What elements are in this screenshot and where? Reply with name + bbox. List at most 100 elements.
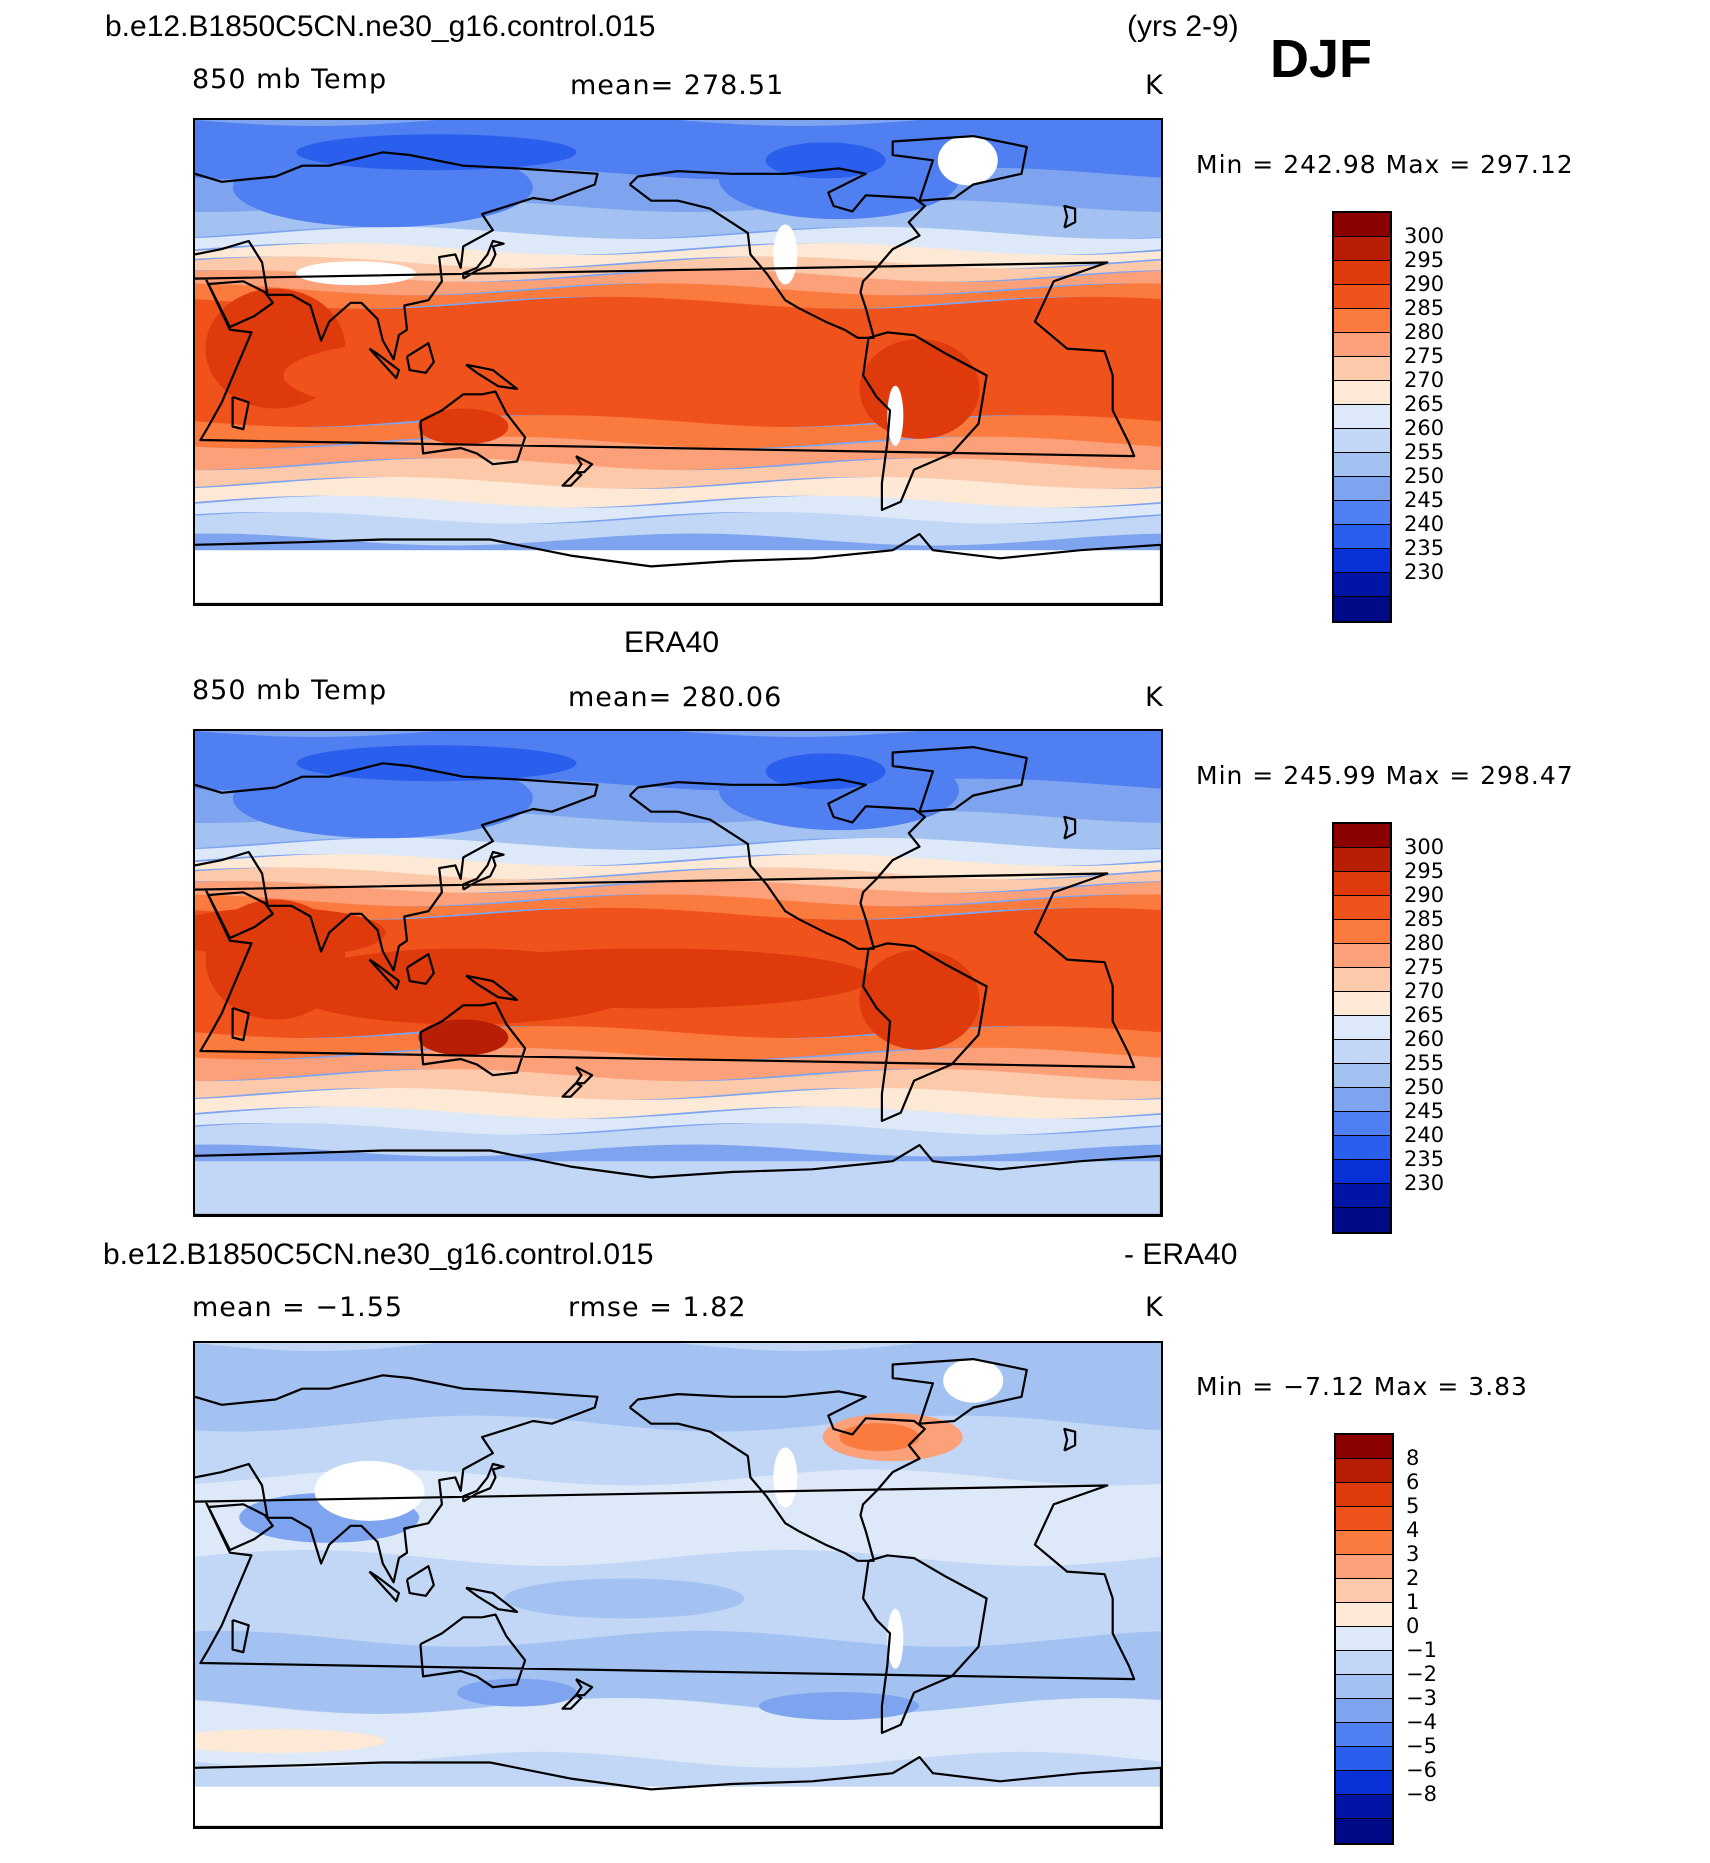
colorbar-swatch [1336, 1819, 1392, 1843]
panel2-mean: mean= 280.06 [568, 682, 783, 713]
contour-blob [765, 142, 886, 179]
colorbar-swatch [1334, 381, 1390, 405]
colorbar-swatch [1334, 405, 1390, 429]
case-title: b.e12.B1850C5CN.ne30_g16.control.015 [105, 10, 656, 43]
colorbar-tick-label: 270 [1404, 979, 1445, 1003]
contour-band [195, 1469, 1161, 1567]
colorbar-tick-label: 2 [1406, 1566, 1420, 1590]
contour-blob [296, 134, 577, 171]
season-label: DJF [1270, 29, 1373, 89]
colorbar-tick-label: 6 [1406, 1470, 1420, 1494]
colorbar-tick-label: 280 [1404, 320, 1445, 344]
colorbar-tick-label: 265 [1404, 392, 1445, 416]
colorbar-tick-label: −2 [1406, 1662, 1437, 1686]
colorbar-tick-label: −4 [1406, 1710, 1437, 1734]
panel1-minmax: Min = 242.98 Max = 297.12 [1196, 150, 1574, 179]
colorbar-swatch [1334, 333, 1390, 357]
colorbar-swatch [1334, 501, 1390, 525]
colorbar-tick-label: 300 [1404, 835, 1445, 859]
colorbar-tick-label: 240 [1404, 1123, 1445, 1147]
colorbar-swatch [1336, 1699, 1392, 1723]
contour-band [195, 1698, 1161, 1768]
contour-blob [195, 907, 386, 958]
panel3-colorbar [1334, 1433, 1394, 1845]
colorbar-tick-label: 3 [1406, 1542, 1420, 1566]
contour-blob [418, 1019, 509, 1056]
colorbar-swatch [1334, 968, 1390, 992]
panel3-minmax: Min = −7.12 Max = 3.83 [1196, 1372, 1528, 1401]
contour-blob [504, 1578, 745, 1619]
panel3-map [193, 1341, 1163, 1829]
contour-blob [839, 1423, 920, 1452]
colorbar-swatch [1336, 1675, 1392, 1699]
colorbar-tick-label: 290 [1404, 883, 1445, 907]
contour-band [195, 512, 1161, 546]
colorbar-tick-label: 295 [1404, 248, 1445, 272]
colorbar-tick-label: 285 [1404, 907, 1445, 931]
panel2-map [193, 729, 1163, 1217]
colorbar-swatch [1334, 872, 1390, 896]
contour-band [195, 458, 1161, 489]
antarctic-region [195, 1786, 1161, 1827]
colorbar-tick-label: 265 [1404, 1003, 1445, 1027]
colorbar-swatch [1336, 1603, 1392, 1627]
colorbar-tick-label: 245 [1404, 1099, 1445, 1123]
colorbar-tick-label: 240 [1404, 512, 1445, 536]
colorbar-swatch [1334, 573, 1390, 597]
colorbar-swatch [1336, 1507, 1392, 1531]
colorbar-tick-label: 295 [1404, 859, 1445, 883]
colorbar-swatch [1334, 285, 1390, 309]
panel1-variable: 850 mb Temp [192, 64, 388, 95]
colorbar-swatch [1334, 453, 1390, 477]
colorbar-swatch [1334, 992, 1390, 1016]
contour-blob [765, 753, 886, 790]
panel1-mean: mean= 278.51 [570, 70, 785, 101]
colorbar-tick-label: 230 [1404, 560, 1445, 584]
colorbar-swatch [1334, 1160, 1390, 1184]
colorbar-swatch [1336, 1531, 1392, 1555]
colorbar-swatch [1334, 237, 1390, 261]
panel3-title-right: - ERA40 [1124, 1238, 1238, 1271]
panel2-units: K [1145, 682, 1164, 713]
colorbar-tick-label: 8 [1406, 1446, 1420, 1470]
masked-terrain [314, 1460, 425, 1521]
colorbar-tick-label: 275 [1404, 344, 1445, 368]
contour-blob [195, 1728, 386, 1753]
masked-terrain [296, 261, 416, 286]
colorbar-swatch [1334, 1088, 1390, 1112]
colorbar-swatch [1336, 1435, 1392, 1459]
panel3-mean: mean = −1.55 [192, 1292, 404, 1323]
antarctic-region [195, 550, 1161, 604]
colorbar-swatch [1334, 944, 1390, 968]
contour-blob [431, 948, 872, 1009]
colorbar-swatch [1336, 1555, 1392, 1579]
masked-terrain [937, 135, 998, 186]
masked-terrain [887, 385, 904, 446]
colorbar-tick-label: 255 [1404, 440, 1445, 464]
colorbar-tick-label: 250 [1404, 1075, 1445, 1099]
colorbar-tick-label: 270 [1404, 368, 1445, 392]
contour-blob [418, 408, 509, 445]
colorbar-tick-label: 300 [1404, 224, 1445, 248]
colorbar-swatch [1334, 1208, 1390, 1232]
colorbar-swatch [1334, 824, 1390, 848]
panel1-units: K [1145, 70, 1164, 101]
contour-band [195, 1630, 1161, 1714]
colorbar-swatch [1336, 1579, 1392, 1603]
colorbar-swatch [1334, 1184, 1390, 1208]
contour-band [195, 1106, 1161, 1135]
contour-band [195, 854, 1161, 880]
contour-blob [296, 745, 577, 782]
colorbar-swatch [1336, 1627, 1392, 1651]
colorbar-swatch [1334, 896, 1390, 920]
panel2-colorbar [1332, 822, 1392, 1234]
contour-band [195, 283, 1161, 309]
contour-band [195, 894, 1161, 920]
colorbar-tick-label: 260 [1404, 1027, 1445, 1051]
colorbar-tick-label: 4 [1406, 1518, 1420, 1542]
colorbar-swatch [1334, 1112, 1390, 1136]
colorbar-swatch [1334, 1040, 1390, 1064]
years-label: (yrs 2-9) [1127, 10, 1239, 43]
colorbar-tick-label: −3 [1406, 1686, 1437, 1710]
panel2-minmax: Min = 245.99 Max = 298.47 [1196, 761, 1574, 790]
